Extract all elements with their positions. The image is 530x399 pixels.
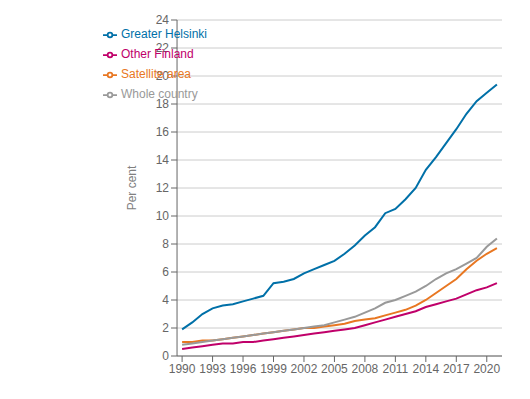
svg-text:1996: 1996	[230, 362, 257, 376]
svg-text:2: 2	[162, 321, 169, 335]
svg-text:18: 18	[156, 97, 170, 111]
svg-text:1993: 1993	[199, 362, 226, 376]
svg-text:4: 4	[162, 293, 169, 307]
svg-text:8: 8	[162, 237, 169, 251]
svg-text:24: 24	[156, 13, 170, 27]
svg-text:2008: 2008	[352, 362, 379, 376]
svg-text:16: 16	[156, 125, 170, 139]
svg-text:14: 14	[156, 153, 170, 167]
svg-text:2014: 2014	[412, 362, 439, 376]
svg-text:0: 0	[162, 349, 169, 363]
svg-text:2002: 2002	[291, 362, 318, 376]
svg-text:6: 6	[162, 265, 169, 279]
svg-text:2005: 2005	[321, 362, 348, 376]
svg-text:1990: 1990	[169, 362, 196, 376]
svg-text:2011: 2011	[382, 362, 408, 376]
svg-text:22: 22	[156, 41, 170, 55]
svg-text:2020: 2020	[473, 362, 500, 376]
svg-text:2017: 2017	[443, 362, 470, 376]
svg-text:Per cent: Per cent	[125, 165, 139, 210]
svg-text:12: 12	[156, 181, 170, 195]
svg-text:20: 20	[156, 69, 170, 83]
svg-text:1999: 1999	[260, 362, 287, 376]
svg-text:10: 10	[156, 209, 170, 223]
